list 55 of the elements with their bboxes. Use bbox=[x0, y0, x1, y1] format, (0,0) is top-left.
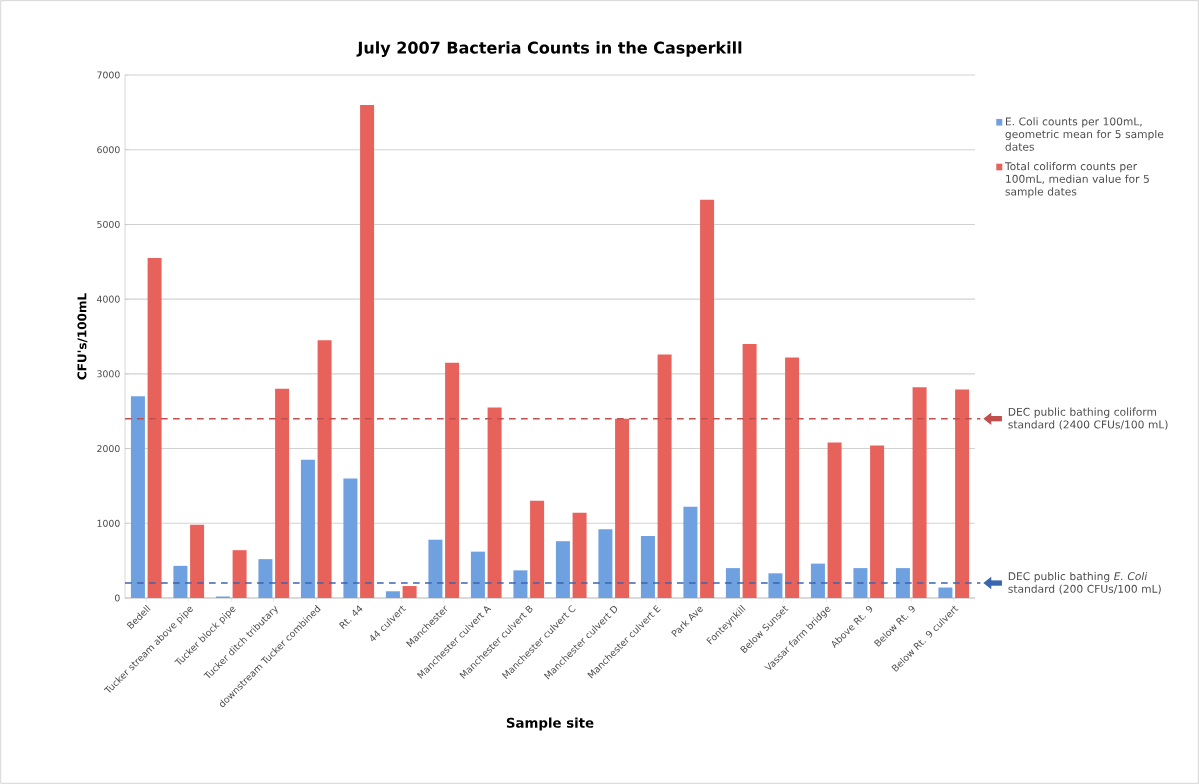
y-tick-label: 6000 bbox=[97, 146, 120, 154]
y-tick-label: 3000 bbox=[97, 370, 120, 378]
bar bbox=[810, 563, 825, 598]
bar bbox=[742, 343, 757, 598]
chart-title: July 2007 Bacteria Counts in the Casperkill bbox=[356, 41, 742, 57]
ref-line-label: DEC public bathing coliform standard (2400 CFUs/100 mL) bbox=[1008, 407, 1168, 430]
bar bbox=[895, 568, 910, 598]
y-tick-label: 5000 bbox=[97, 220, 120, 228]
legend-label: E. Coli counts per 100mL, geometric mean for 5 sample dates bbox=[1005, 117, 1164, 151]
bar bbox=[513, 570, 528, 598]
bar bbox=[470, 551, 485, 598]
y-axis-title: CFU's/100mL bbox=[77, 293, 88, 380]
y-tick-label: 0 bbox=[114, 594, 120, 602]
bar bbox=[555, 541, 570, 598]
bar bbox=[657, 354, 672, 598]
bar bbox=[258, 559, 273, 598]
y-tick-label: 2000 bbox=[97, 445, 120, 453]
bar bbox=[487, 407, 502, 598]
bar bbox=[232, 550, 247, 598]
bar bbox=[572, 512, 587, 598]
bar bbox=[530, 500, 545, 598]
y-tick-label: 1000 bbox=[97, 519, 120, 527]
bar bbox=[912, 387, 927, 598]
bar bbox=[700, 199, 715, 598]
y-tick-label: 4000 bbox=[97, 295, 120, 303]
bar bbox=[360, 104, 375, 598]
bar bbox=[827, 442, 842, 598]
bar bbox=[343, 478, 358, 598]
x-tick-label: Rt. 44 bbox=[338, 605, 363, 629]
bar bbox=[938, 587, 953, 598]
bar bbox=[640, 535, 655, 598]
legend-label: Total coliform counts per 100mL, median value for 5 sample dates bbox=[1004, 161, 1149, 198]
bar bbox=[870, 445, 885, 598]
bar bbox=[598, 529, 613, 598]
bar bbox=[275, 388, 290, 598]
bar bbox=[402, 586, 417, 598]
bar bbox=[725, 568, 740, 598]
bar bbox=[317, 340, 332, 598]
x-axis-title: Sample site bbox=[506, 717, 594, 731]
bar bbox=[615, 418, 630, 598]
bar bbox=[428, 539, 443, 598]
bar bbox=[853, 568, 868, 598]
bar bbox=[147, 258, 162, 598]
bar bbox=[683, 506, 698, 598]
bar bbox=[445, 362, 460, 598]
ref-line-label: DEC public bathing E. Coli standard (200 CFUs/100 mL) bbox=[1008, 571, 1161, 595]
bar bbox=[768, 573, 783, 598]
y-tick-label: 7000 bbox=[97, 71, 120, 79]
bar bbox=[385, 591, 400, 598]
bar bbox=[130, 396, 145, 598]
bar bbox=[190, 524, 205, 598]
bar bbox=[785, 357, 800, 598]
bar bbox=[955, 389, 970, 598]
bar bbox=[300, 459, 315, 598]
bar bbox=[173, 565, 188, 598]
